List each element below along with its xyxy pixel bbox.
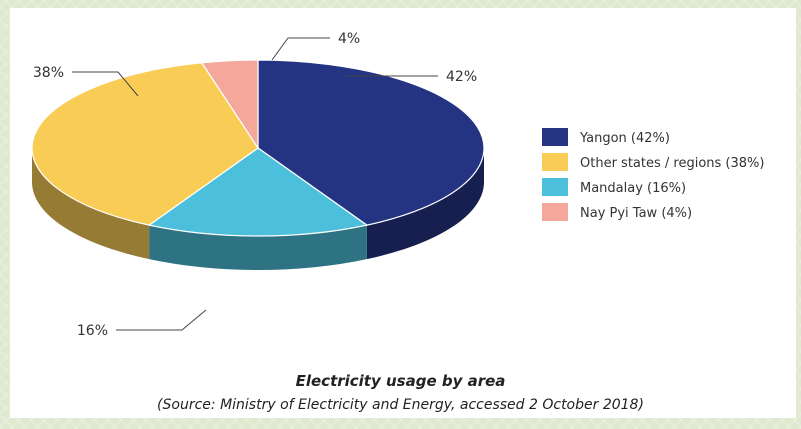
- legend-swatch-yangon: [542, 128, 568, 146]
- pie-slice-other-states-regions: [31, 62, 259, 226]
- legend-swatch-other-states-regions: [542, 153, 568, 171]
- pie-wall-yangon: [366, 148, 484, 260]
- leader-line-nay-pyi-taw: [271, 37, 330, 61]
- pie-side-walls: [32, 148, 484, 270]
- pie-slice-mandalay: [147, 147, 369, 237]
- legend-label-yangon: Yangon (42%): [579, 131, 670, 146]
- legend-swatch-mandalay: [542, 178, 568, 196]
- leader-line-mandalay: [116, 309, 207, 331]
- data-label-other-states-regions: 38%: [33, 65, 64, 81]
- data-label-mandalay: 16%: [77, 323, 108, 339]
- data-label-yangon: 42%: [446, 69, 477, 85]
- legend-label-nay-pyi-taw: Nay Pyi Taw (4%): [580, 206, 692, 221]
- legend-swatch-nay-pyi-taw: [542, 203, 568, 221]
- pie-wall-other-states-regions: [32, 148, 150, 260]
- pie-slice-nay-pyi-taw: [200, 59, 259, 150]
- data-label-nay-pyi-taw: 4%: [338, 31, 360, 47]
- pie-slice-yangon: [257, 59, 485, 226]
- legend-label-mandalay: Mandalay (16%): [580, 181, 686, 196]
- legend-label-other-states-regions: Other states / regions (38%): [580, 156, 764, 171]
- chart-title: Electricity usage by area: [295, 372, 506, 390]
- pie-wall-mandalay: [149, 225, 367, 270]
- chart-source: (Source: Ministry of Electricity and Ene…: [157, 397, 644, 413]
- legend: Yangon (42%) Other states / regions (38%)…: [542, 128, 764, 221]
- leader-line-other-states-regions: [72, 71, 139, 97]
